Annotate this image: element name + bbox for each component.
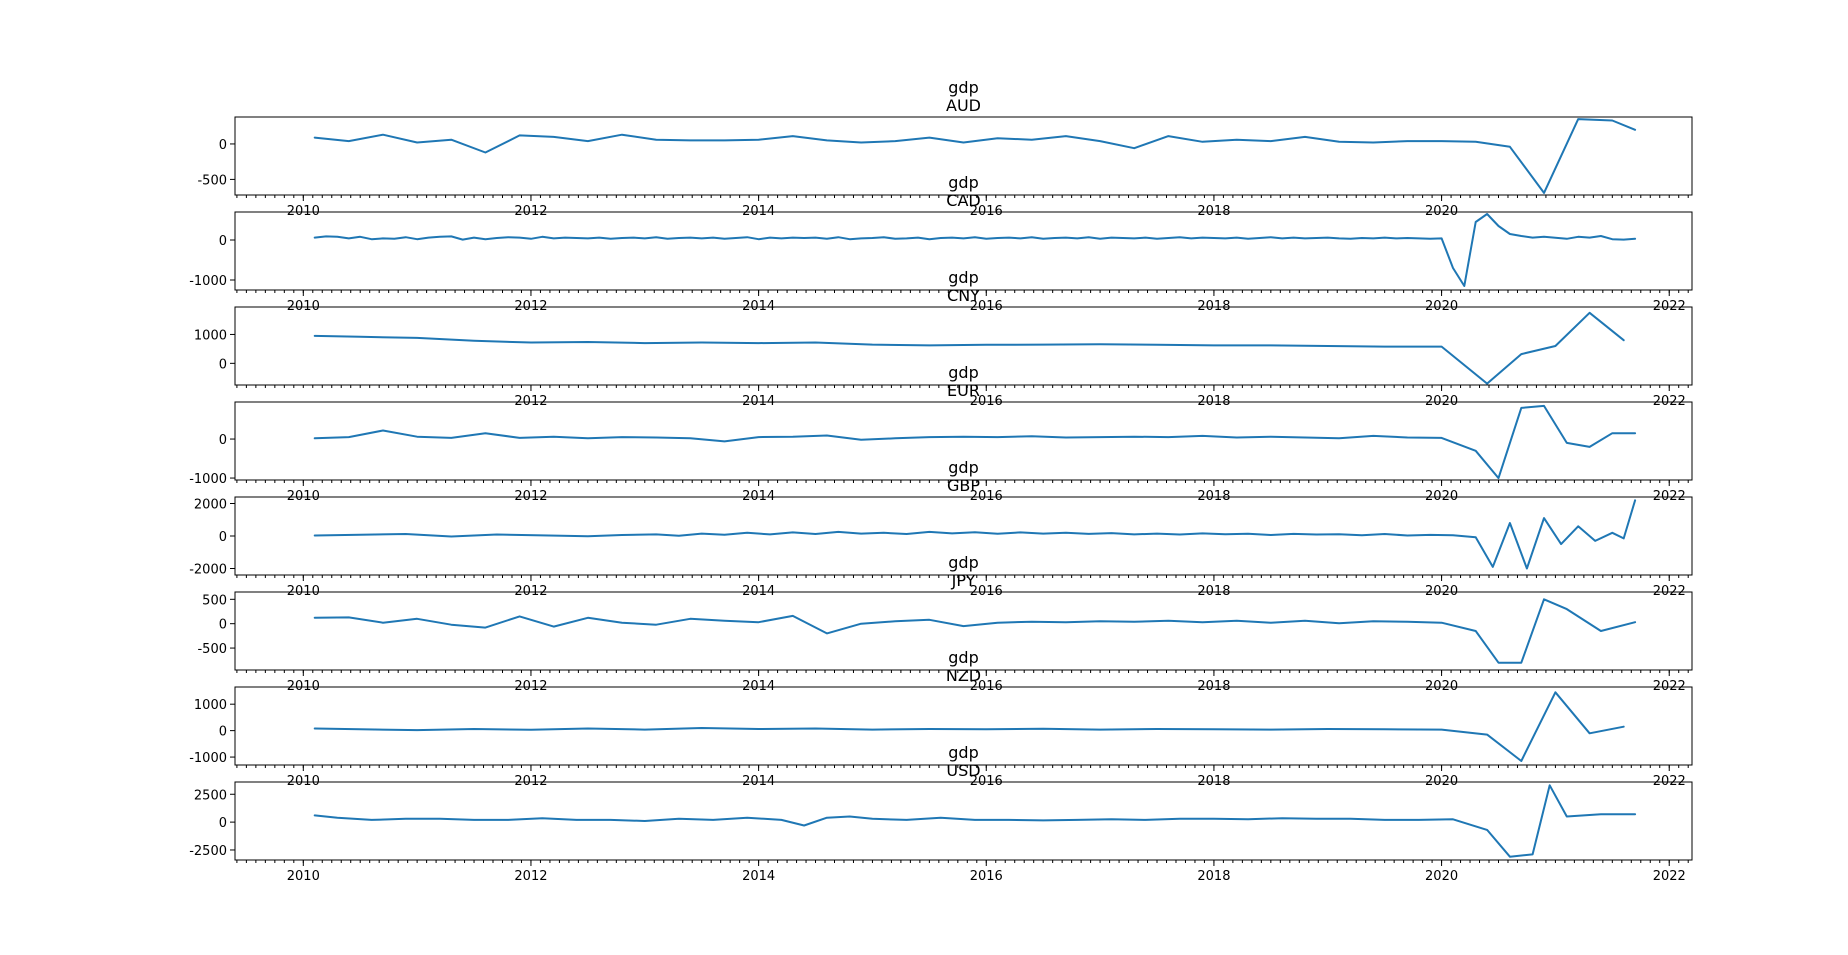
subplot-subtitle: GBP: [947, 476, 980, 495]
series-line: [313, 213, 1637, 287]
y-tick-label: 0: [219, 234, 227, 249]
axes-frame: [234, 686, 1693, 766]
y-tick-label: -500: [197, 173, 227, 188]
series-line: [313, 404, 1637, 480]
subplot-subtitle: USD: [946, 761, 980, 780]
series-line: [313, 784, 1637, 858]
x-tick-label: 2020: [1425, 869, 1458, 884]
series-line: [313, 691, 1625, 762]
subplot-title: gdp: [948, 458, 978, 477]
y-tick-label: 0: [219, 433, 227, 448]
series-line: [313, 598, 1637, 664]
y-tick-label: -2500: [189, 844, 227, 859]
series-line: [313, 311, 1625, 385]
subplot-subtitle: AUD: [946, 96, 981, 115]
axes-frame: [234, 781, 1693, 861]
y-tick-label: 0: [219, 725, 227, 740]
subplot-subtitle: CAD: [946, 191, 980, 210]
subplot-title: gdp: [948, 173, 978, 192]
subplot-title: gdp: [948, 78, 978, 97]
x-tick-label: 2012: [514, 869, 547, 884]
subplot-subtitle: CNY: [947, 286, 980, 305]
subplot-subtitle: EUR: [947, 381, 980, 400]
y-tick-label: 1000: [194, 698, 227, 713]
x-tick-label: 2018: [1197, 869, 1230, 884]
y-tick-label: 500: [202, 593, 227, 608]
axes-frame: [234, 401, 1693, 481]
subplot-subtitle: JPY: [951, 571, 976, 590]
y-tick-label: -2000: [189, 563, 227, 578]
subplot-title: gdp: [948, 648, 978, 667]
axes-frame: [234, 116, 1693, 196]
subplot-title: gdp: [948, 268, 978, 287]
series-line: [313, 499, 1637, 570]
y-tick-label: 0: [219, 618, 227, 633]
x-tick-label: 2016: [970, 869, 1003, 884]
x-tick-label: 2010: [287, 869, 320, 884]
series-line: [313, 118, 1637, 194]
axes-frame: [234, 591, 1693, 671]
y-tick-label: 0: [219, 357, 227, 372]
y-tick-label: 0: [219, 530, 227, 545]
subplot-title: gdp: [948, 743, 978, 762]
y-tick-label: 0: [219, 138, 227, 153]
y-tick-label: -500: [197, 642, 227, 657]
y-tick-label: 2000: [194, 498, 227, 513]
subplot-title: gdp: [948, 553, 978, 572]
y-tick-label: 2500: [194, 788, 227, 803]
axes-frame: [234, 496, 1693, 576]
y-tick-label: -1000: [189, 751, 227, 766]
x-tick-label: 2022: [1653, 869, 1686, 884]
y-tick-label: 1000: [194, 328, 227, 343]
subplot-title: gdp: [948, 363, 978, 382]
y-tick-label: 0: [219, 816, 227, 831]
subplot-subtitle: NZD: [946, 666, 981, 685]
axes-frame: [234, 211, 1693, 291]
y-tick-label: -1000: [189, 472, 227, 487]
y-tick-label: -1000: [189, 274, 227, 289]
axes-frame: [234, 306, 1693, 386]
x-tick-label: 2014: [742, 869, 775, 884]
